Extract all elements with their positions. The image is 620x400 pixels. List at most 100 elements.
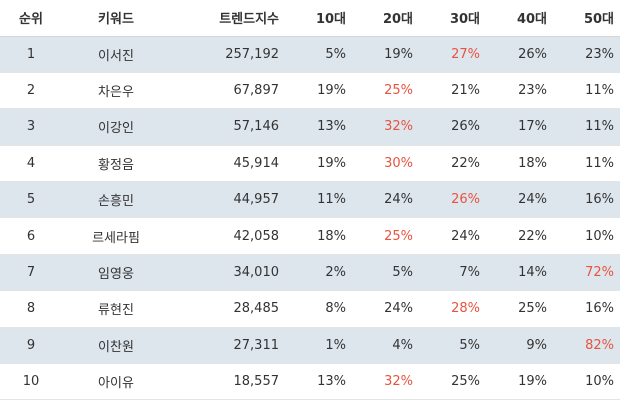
keyword-cell: 손흥민 bbox=[62, 181, 170, 219]
trend-index-cell: 28,485 bbox=[170, 290, 285, 328]
age-30-cell: 7% bbox=[419, 254, 486, 292]
age-10-cell: 5% bbox=[285, 36, 352, 73]
rank-cell: 8 bbox=[0, 290, 62, 328]
age-50-cell: 82% bbox=[553, 327, 620, 365]
age-20-cell: 32% bbox=[352, 108, 419, 146]
age-30-cell: 28% bbox=[419, 290, 486, 328]
table-row: 6 르세라핌 42,058 18% 25% 24% 22% 10% bbox=[0, 217, 620, 255]
table-body: 1 이서진 257,192 5% 19% 27% 26% 23% 2 차은우 67,897 19% 25… bbox=[0, 36, 620, 400]
age-20-cell: 25% bbox=[352, 72, 419, 110]
age-10-cell: 1% bbox=[285, 327, 352, 365]
header-row: 순위 키워드 트렌드지수 10대 20대 30대 40대 50대 bbox=[0, 0, 620, 37]
keyword-cell: 아이유 bbox=[62, 363, 170, 400]
age-40-cell: 14% bbox=[486, 254, 553, 292]
table-row: 5 손흥민 44,957 11% 24% 26% 24% 16% bbox=[0, 181, 620, 219]
age-40-cell: 18% bbox=[486, 145, 553, 183]
age-50-cell: 16% bbox=[553, 181, 620, 219]
age-30-cell: 24% bbox=[419, 217, 486, 255]
age-40-cell: 24% bbox=[486, 181, 553, 219]
age-50-cell: 23% bbox=[553, 36, 620, 73]
rank-cell: 3 bbox=[0, 108, 62, 146]
header-keyword: 키워드 bbox=[62, 0, 170, 37]
trend-index-cell: 257,192 bbox=[170, 36, 285, 73]
trend-index-cell: 34,010 bbox=[170, 254, 285, 292]
age-10-cell: 8% bbox=[285, 290, 352, 328]
age-40-cell: 19% bbox=[486, 363, 553, 400]
table-row: 8 류현진 28,485 8% 24% 28% 25% 16% bbox=[0, 290, 620, 328]
keyword-cell: 차은우 bbox=[62, 72, 170, 110]
age-20-cell: 32% bbox=[352, 363, 419, 400]
rank-cell: 5 bbox=[0, 181, 62, 219]
rank-cell: 4 bbox=[0, 145, 62, 183]
age-20-cell: 24% bbox=[352, 290, 419, 328]
header-age-40: 40대 bbox=[486, 0, 553, 37]
keyword-cell: 임영웅 bbox=[62, 254, 170, 292]
age-20-cell: 30% bbox=[352, 145, 419, 183]
age-40-cell: 9% bbox=[486, 327, 553, 365]
rank-cell: 6 bbox=[0, 217, 62, 255]
header-age-20: 20대 bbox=[352, 0, 419, 37]
age-20-cell: 24% bbox=[352, 181, 419, 219]
trend-index-cell: 57,146 bbox=[170, 108, 285, 146]
age-30-cell: 5% bbox=[419, 327, 486, 365]
table-row: 1 이서진 257,192 5% 19% 27% 26% 23% bbox=[0, 36, 620, 73]
rank-cell: 10 bbox=[0, 363, 62, 400]
table-row: 3 이강인 57,146 13% 32% 26% 17% 11% bbox=[0, 108, 620, 146]
table-row: 10 아이유 18,557 13% 32% 25% 19% 10% bbox=[0, 363, 620, 400]
rank-cell: 2 bbox=[0, 72, 62, 110]
age-10-cell: 2% bbox=[285, 254, 352, 292]
keyword-cell: 류현진 bbox=[62, 290, 170, 328]
table-row: 4 황정음 45,914 19% 30% 22% 18% 11% bbox=[0, 145, 620, 183]
age-50-cell: 11% bbox=[553, 108, 620, 146]
age-50-cell: 10% bbox=[553, 217, 620, 255]
age-10-cell: 13% bbox=[285, 363, 352, 400]
keyword-cell: 황정음 bbox=[62, 145, 170, 183]
table-row: 9 이찬원 27,311 1% 4% 5% 9% 82% bbox=[0, 327, 620, 365]
age-10-cell: 11% bbox=[285, 181, 352, 219]
keyword-cell: 이서진 bbox=[62, 36, 170, 73]
header-age-30: 30대 bbox=[419, 0, 486, 37]
age-30-cell: 27% bbox=[419, 36, 486, 73]
age-10-cell: 19% bbox=[285, 145, 352, 183]
rank-cell: 9 bbox=[0, 327, 62, 365]
trend-index-cell: 44,957 bbox=[170, 181, 285, 219]
age-10-cell: 18% bbox=[285, 217, 352, 255]
age-20-cell: 4% bbox=[352, 327, 419, 365]
age-30-cell: 25% bbox=[419, 363, 486, 400]
trend-index-cell: 45,914 bbox=[170, 145, 285, 183]
age-20-cell: 19% bbox=[352, 36, 419, 73]
table-row: 2 차은우 67,897 19% 25% 21% 23% 11% bbox=[0, 72, 620, 110]
age-50-cell: 16% bbox=[553, 290, 620, 328]
rank-cell: 1 bbox=[0, 36, 62, 73]
header-age-10: 10대 bbox=[285, 0, 352, 37]
age-40-cell: 25% bbox=[486, 290, 553, 328]
table-row: 7 임영웅 34,010 2% 5% 7% 14% 72% bbox=[0, 254, 620, 292]
trend-index-cell: 42,058 bbox=[170, 217, 285, 255]
age-20-cell: 25% bbox=[352, 217, 419, 255]
keyword-cell: 르세라핌 bbox=[62, 217, 170, 255]
header-age-50: 50대 bbox=[553, 0, 620, 37]
age-30-cell: 22% bbox=[419, 145, 486, 183]
age-40-cell: 26% bbox=[486, 36, 553, 73]
age-30-cell: 26% bbox=[419, 108, 486, 146]
trend-index-cell: 27,311 bbox=[170, 327, 285, 365]
table-header: 순위 키워드 트렌드지수 10대 20대 30대 40대 50대 bbox=[0, 0, 620, 37]
age-10-cell: 19% bbox=[285, 72, 352, 110]
age-50-cell: 11% bbox=[553, 72, 620, 110]
age-30-cell: 21% bbox=[419, 72, 486, 110]
age-40-cell: 22% bbox=[486, 217, 553, 255]
keyword-cell: 이강인 bbox=[62, 108, 170, 146]
age-40-cell: 23% bbox=[486, 72, 553, 110]
trend-index-cell: 18,557 bbox=[170, 363, 285, 400]
age-30-cell: 26% bbox=[419, 181, 486, 219]
trend-index-cell: 67,897 bbox=[170, 72, 285, 110]
age-50-cell: 10% bbox=[553, 363, 620, 400]
age-50-cell: 72% bbox=[553, 254, 620, 292]
age-20-cell: 5% bbox=[352, 254, 419, 292]
age-50-cell: 11% bbox=[553, 145, 620, 183]
header-rank: 순위 bbox=[0, 0, 62, 37]
rank-cell: 7 bbox=[0, 254, 62, 292]
age-10-cell: 13% bbox=[285, 108, 352, 146]
header-trend-index: 트렌드지수 bbox=[170, 0, 285, 37]
